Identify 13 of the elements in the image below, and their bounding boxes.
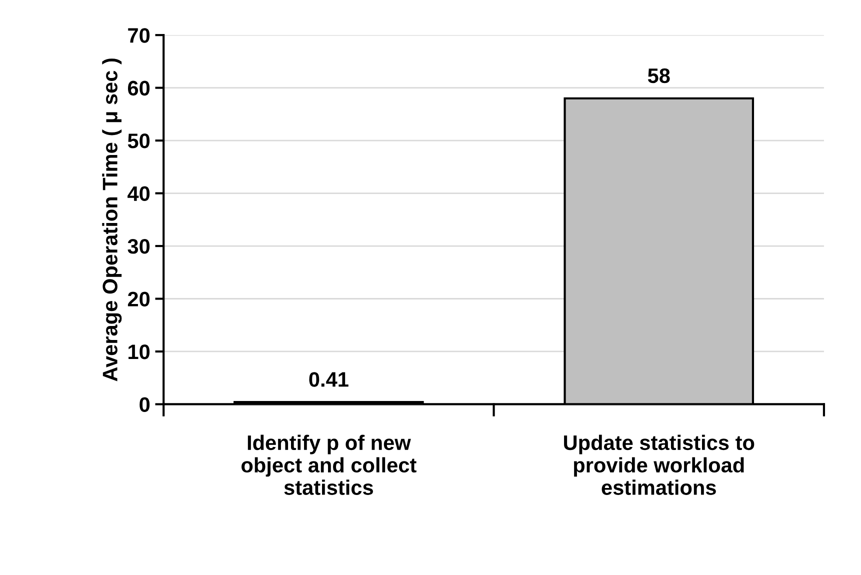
data-label: 0.41: [309, 372, 348, 387]
y-axis-title: Average Operation Time ( μ sec ): [102, 58, 122, 382]
y-tick-label: 70: [128, 28, 150, 43]
y-tick-label: 60: [128, 80, 150, 96]
x-tick-label: Update statistics to provide workload estimations: [564, 434, 754, 495]
y-tick-label: 50: [128, 134, 150, 148]
y-tick-label: 40: [128, 186, 150, 202]
y-tick-label: 10: [128, 344, 150, 360]
y-tick-label: 20: [128, 292, 150, 307]
data-label: 58: [648, 68, 670, 84]
y-tick-label: 0: [140, 397, 150, 412]
y-tick-label: 30: [128, 239, 150, 254]
x-tick-label: Identify p of new object and collect statistics: [242, 434, 416, 495]
